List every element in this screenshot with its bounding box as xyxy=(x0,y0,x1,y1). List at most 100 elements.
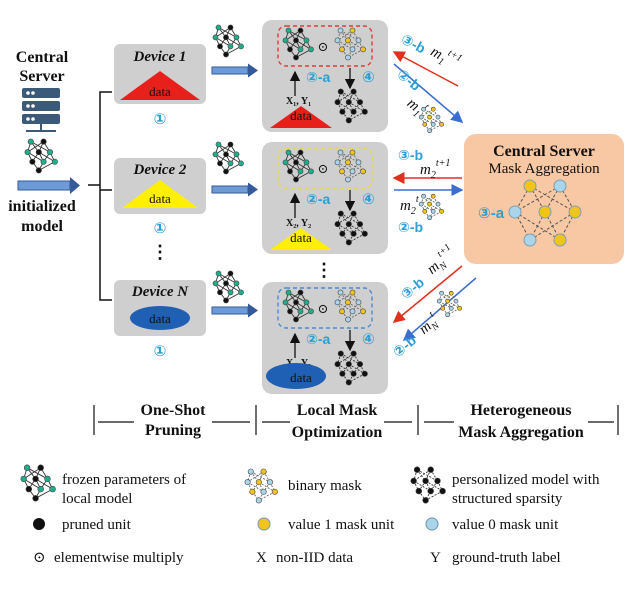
server-box-title: Central Server xyxy=(493,143,595,160)
local-step-4-2: ④ xyxy=(362,191,375,208)
legend-pruned-unit-dot xyxy=(33,518,45,530)
comm-1-mask-icon xyxy=(418,106,444,134)
legend-y-text: ground-truth label xyxy=(452,550,561,566)
local-data-shape-1 xyxy=(270,106,332,128)
device-1: Device 1 data ① xyxy=(114,44,206,128)
legend-multiply: elementwise multiply xyxy=(54,550,184,566)
legend-personalized-line1: personalized model with xyxy=(452,472,600,488)
initialized-model-network-icon xyxy=(24,138,58,174)
device-n-step: ① xyxy=(154,343,167,360)
central-server-line1: Central xyxy=(16,49,69,66)
legend-binary-mask-icon xyxy=(244,468,278,504)
initialized-model-label: initialized model xyxy=(8,198,76,235)
local-step-2a-1: ②-a xyxy=(306,69,331,85)
comm-2-mask-t: m2t xyxy=(400,194,419,217)
legend-value1: value 1 mask unit xyxy=(288,517,395,533)
legend-x-symbol: X xyxy=(256,550,267,566)
local-data-label-1: data xyxy=(290,108,312,123)
central-server-label: Central Server xyxy=(16,49,69,85)
distribution-bracket xyxy=(88,91,112,301)
local-multiply-1: ⊙ xyxy=(318,39,329,54)
local-xy-1: X₁, Y₁ xyxy=(286,96,311,107)
server-rack-icon xyxy=(22,88,60,132)
local-multiply-2: ⊙ xyxy=(318,161,329,176)
device-ellipsis: ⋮ xyxy=(151,242,169,262)
local-step-4-1: ④ xyxy=(362,69,375,86)
device-n-model-icon xyxy=(212,270,244,304)
legend-value0: value 0 mask unit xyxy=(452,517,559,533)
legend-x-text: non-IID data xyxy=(276,550,353,566)
comm-n-mask-t: mNt xyxy=(414,309,445,340)
device-2-data-label: data xyxy=(149,191,171,206)
legend-multiply-symbol: ⊙ xyxy=(33,550,46,566)
comm-1-step-2b: ②-b xyxy=(394,66,424,94)
local-multiply-3: ⊙ xyxy=(318,301,329,316)
local-step-2a-3: ②-a xyxy=(306,331,331,347)
initialized-line2: model xyxy=(21,218,63,235)
initialized-line1: initialized xyxy=(8,198,76,215)
legend-frozen-line2: local model xyxy=(62,491,132,507)
phase-3-line1: Heterogeneous xyxy=(470,402,571,419)
comm-n-mask-icon xyxy=(436,290,462,318)
device-1-step: ① xyxy=(154,111,167,128)
comm-2-step-2b: ②-b xyxy=(398,219,423,235)
device-2: Device 2 data ① xyxy=(114,158,206,237)
server-box-step-3a: ③-a xyxy=(478,205,505,222)
legend-personalized-icon xyxy=(410,466,446,504)
legend-value1-dot xyxy=(257,517,271,531)
local-xy-2: X₂, Y₂ xyxy=(286,218,311,229)
device-2-model-icon xyxy=(212,141,244,175)
server-box-subtitle: Mask Aggregation xyxy=(488,161,600,177)
comm-2-mask-icon xyxy=(418,193,444,221)
local-data-shape-3 xyxy=(266,363,326,389)
phase-1-line2: Pruning xyxy=(145,422,201,439)
legend-binary-mask: binary mask xyxy=(288,478,362,494)
comm-2-step-3b: ③-b xyxy=(398,147,423,163)
local-panel-3: ⊙②-a④X₃, Y₃data xyxy=(262,282,388,394)
device-2-data-triangle xyxy=(122,180,198,208)
local-data-label-2: data xyxy=(290,230,312,245)
legend-personalized-line2: structured sparsity xyxy=(452,491,563,507)
device-n-data-ellipse xyxy=(130,306,190,330)
phase-labels xyxy=(93,405,619,435)
comm-label-device-1: ③-b m1t+1 ②-b m1t xyxy=(394,31,464,122)
init-model-arrow xyxy=(17,177,80,194)
local-step-2a-2: ②-a xyxy=(306,191,331,207)
device-n-label: Device N xyxy=(131,284,189,300)
comm-1-mask-t: m1t xyxy=(402,92,431,122)
device-1-model-icon xyxy=(212,24,244,58)
local-ellipsis: ⋮ xyxy=(315,260,333,280)
device-1-data-triangle xyxy=(120,71,200,100)
phase-2-line2: Optimization xyxy=(292,424,383,441)
phase-2-line1: Local Mask xyxy=(297,402,378,419)
device-to-local-arrows xyxy=(211,63,258,318)
device-n: Device N data ① xyxy=(114,280,206,360)
server-aggregation-box: Central Server Mask Aggregation ③-a xyxy=(464,134,624,264)
legend-y-symbol: Y xyxy=(430,550,441,566)
comm-1-mask-next: m1t+1 xyxy=(426,40,464,75)
communication-arrows xyxy=(392,51,477,341)
local-step-4-3: ④ xyxy=(362,331,375,348)
phase-3-line2: Mask Aggregation xyxy=(458,424,584,441)
comm-n-step-2b: ②-b xyxy=(390,332,419,360)
device-1-data-label: data xyxy=(149,84,171,99)
aggregated-mask-network-icon xyxy=(508,179,582,247)
comm-label-device-2: ③-b m2t+1 m2t ②-b xyxy=(398,147,450,235)
legend-frozen-icon xyxy=(20,464,56,502)
legend-pruned-unit: pruned unit xyxy=(62,517,132,533)
legend-frozen-line1: frozen parameters of xyxy=(62,472,186,488)
local-data-shape-2 xyxy=(270,228,332,250)
central-server-line2: Server xyxy=(19,68,64,85)
legend-value0-dot xyxy=(425,517,439,531)
device-n-data-label: data xyxy=(149,311,171,326)
local-data-label-3: data xyxy=(290,370,312,385)
device-2-label: Device 2 xyxy=(133,162,187,178)
phase-1-line1: One-Shot xyxy=(141,402,207,419)
comm-n-mask-next: mNt+1 xyxy=(422,242,461,280)
comm-1-step-3b: ③-b xyxy=(399,31,429,57)
device-1-label: Device 1 xyxy=(133,49,187,65)
